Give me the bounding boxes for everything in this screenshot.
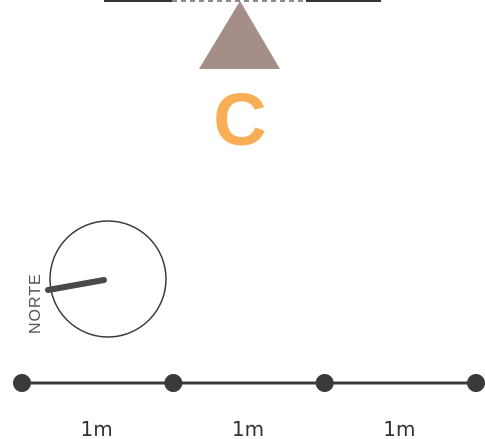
direction-triangle-icon (199, 1, 280, 69)
compass-north-label: NORTE (27, 273, 44, 334)
scale-label-1: 1m (232, 417, 264, 439)
marker-letter: C (213, 78, 266, 161)
compass: NORTE (27, 220, 167, 338)
scale-label-0: 1m (81, 417, 113, 439)
scale-label-2: 1m (383, 417, 415, 439)
scale-node-2 (315, 374, 334, 392)
scale-node-0 (13, 374, 31, 392)
scale-bar: 1m 1m 1m (13, 374, 485, 439)
scale-node-1 (164, 374, 183, 392)
scale-node-3 (467, 374, 485, 392)
compass-needle-icon (45, 277, 107, 293)
compass-ring (49, 220, 167, 338)
